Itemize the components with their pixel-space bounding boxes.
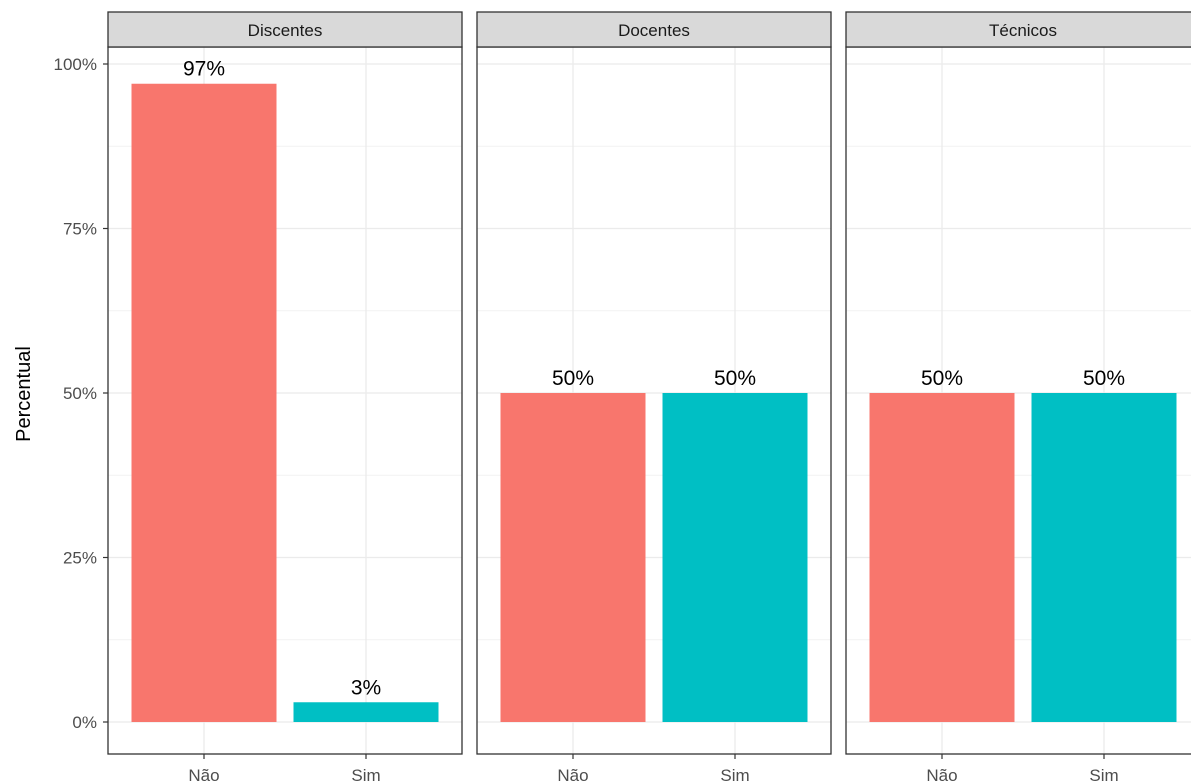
bar-docentes-sim [662,393,808,722]
x-tick-label: Sim [1089,766,1118,784]
x-tick-label: Sim [351,766,380,784]
frame-layer [103,11,1191,759]
bar-layer [131,83,1177,723]
x-tick-label: Sim [720,766,749,784]
y-tick-label: 25% [63,549,97,568]
facet-label-discentes: Discentes [248,21,323,40]
data-label-discentes-sim: 3% [351,676,381,699]
facet-label-docentes: Docentes [618,21,690,40]
data-label-tecnicos-sim: 50% [1083,367,1125,390]
y-tick-label: 100% [54,55,97,74]
y-tick-label: 0% [72,713,97,732]
data-label-tecnicos-nao: 50% [921,367,963,390]
facet-label-tecnicos: Técnicos [989,21,1057,40]
x-tick-label: Não [926,766,957,784]
y-axis-label: Percentual [13,346,35,442]
text-layer: 97% Não 3% Sim Discentes 50% Não 50% Sim Docentes… [54,21,1126,784]
data-label-discentes-nao: 97% [183,58,225,81]
x-tick-label: Não [188,766,219,784]
data-label-docentes-nao: 50% [552,367,594,390]
facet-strip-discentes [107,11,463,48]
bar-tecnicos-nao [869,393,1015,722]
bar-tecnicos-sim [1031,393,1177,722]
x-tick-label: Não [557,766,588,784]
facet-strip-docentes [476,11,832,48]
y-tick-label: 50% [63,384,97,403]
bar-docentes-nao [500,393,646,722]
facet-strip-tecnicos [845,11,1191,48]
bar-discentes-sim [293,702,439,722]
data-label-docentes-sim: 50% [714,367,756,390]
bar-discentes-nao [131,83,277,723]
y-tick-label: 75% [63,220,97,239]
